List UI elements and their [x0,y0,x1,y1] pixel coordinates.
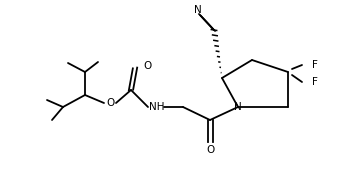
Text: NH: NH [149,102,165,112]
Text: F: F [312,77,318,87]
Text: O: O [206,145,214,155]
Text: F: F [312,60,318,70]
Text: O: O [143,61,151,71]
Text: N: N [234,102,242,112]
Text: O: O [106,98,114,108]
Text: N: N [194,5,202,15]
